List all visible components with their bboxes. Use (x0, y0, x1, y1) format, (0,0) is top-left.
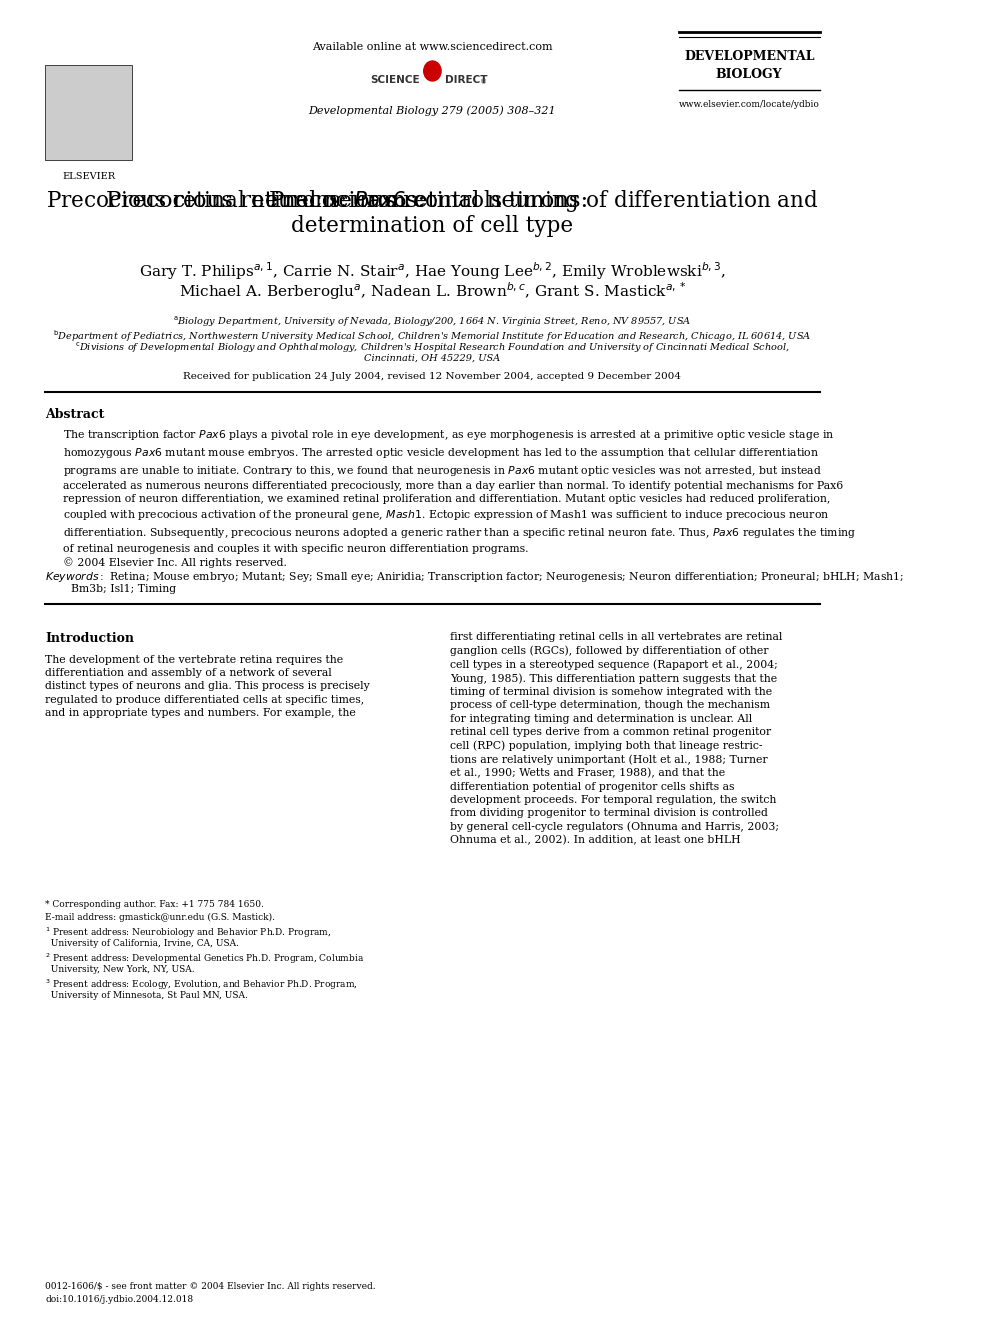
Text: University of California, Irvine, CA, USA.: University of California, Irvine, CA, US… (46, 939, 239, 949)
Text: Precocious retinal neurons: $\it{Pax6}$ controls timing of differentiation and: Precocious retinal neurons: $\it{Pax6}$ … (46, 188, 818, 214)
Text: $^3$ Present address: Ecology, Evolution, and Behavior Ph.D. Program,: $^3$ Present address: Ecology, Evolution… (46, 978, 358, 992)
Text: E-mail address: gmastick@unr.edu (G.S. Mastick).: E-mail address: gmastick@unr.edu (G.S. M… (46, 913, 276, 922)
FancyBboxPatch shape (46, 65, 132, 160)
Text: BIOLOGY: BIOLOGY (716, 67, 783, 81)
Text: Gary T. Philips$^{a,1}$, Carrie N. Stair$^{a}$, Hae Young Lee$^{b,2}$, Emily Wro: Gary T. Philips$^{a,1}$, Carrie N. Stair… (139, 261, 726, 282)
Text: * Corresponding author. Fax: +1 775 784 1650.: * Corresponding author. Fax: +1 775 784 … (46, 900, 264, 909)
Text: $^{\rm c}$Divisions of Developmental Biology and Ophthalmology, Children's Hospi: $^{\rm c}$Divisions of Developmental Bio… (75, 341, 790, 356)
Text: Abstract: Abstract (46, 407, 105, 421)
Text: doi:10.1016/j.ydbio.2004.12.018: doi:10.1016/j.ydbio.2004.12.018 (46, 1295, 193, 1304)
Text: ELSEVIER: ELSEVIER (62, 172, 115, 181)
Text: DIRECT: DIRECT (445, 75, 488, 85)
Text: The development of the vertebrate retina requires the
differentiation and assemb: The development of the vertebrate retina… (46, 655, 370, 718)
Text: determination of cell type: determination of cell type (292, 216, 573, 237)
Text: Precocious retinal neurons:: Precocious retinal neurons: (269, 191, 595, 212)
Text: Precocious retinal neurons:: Precocious retinal neurons: (106, 191, 433, 212)
Text: www.elsevier.com/locate/ydbio: www.elsevier.com/locate/ydbio (679, 101, 819, 108)
Text: University, New York, NY, USA.: University, New York, NY, USA. (46, 964, 195, 974)
Text: ®: ® (480, 79, 487, 85)
Text: $^1$ Present address: Neurobiology and Behavior Ph.D. Program,: $^1$ Present address: Neurobiology and B… (46, 926, 331, 941)
Text: The transcription factor $\it{Pax6}$ plays a pivotal role in eye development, as: The transcription factor $\it{Pax6}$ pla… (62, 429, 856, 568)
Text: first differentiating retinal cells in all vertebrates are retinal
ganglion cell: first differentiating retinal cells in a… (449, 632, 782, 845)
Text: Cincinnati, OH 45229, USA: Cincinnati, OH 45229, USA (364, 355, 501, 363)
Text: $\it{Keywords:}$ Retina; Mouse embryo; Mutant; Sey; Small eye; Aniridia; Transcr: $\it{Keywords:}$ Retina; Mouse embryo; M… (46, 570, 905, 583)
Text: Bm3b; Isl1; Timing: Bm3b; Isl1; Timing (71, 583, 177, 594)
Circle shape (424, 61, 441, 81)
Text: Michael A. Berberoglu$^{a}$, Nadean L. Brown$^{b,c}$, Grant S. Mastick$^{a,*}$: Michael A. Berberoglu$^{a}$, Nadean L. B… (179, 280, 686, 302)
Text: University of Minnesota, St Paul MN, USA.: University of Minnesota, St Paul MN, USA… (46, 991, 248, 1000)
Text: DEVELOPMENTAL: DEVELOPMENTAL (683, 50, 814, 64)
Text: $^{\rm b}$Department of Pediatrics, Northwestern University Medical School, Chil: $^{\rm b}$Department of Pediatrics, Nort… (54, 328, 811, 344)
Text: d: d (429, 66, 436, 77)
Text: Introduction: Introduction (46, 632, 134, 646)
Text: Received for publication 24 July 2004, revised 12 November 2004, accepted 9 Dece: Received for publication 24 July 2004, r… (184, 372, 682, 381)
Text: $^2$ Present address: Developmental Genetics Ph.D. Program, Columbia: $^2$ Present address: Developmental Gene… (46, 953, 364, 966)
Text: Developmental Biology 279 (2005) 308–321: Developmental Biology 279 (2005) 308–321 (309, 105, 557, 115)
Text: 0012-1606/$ - see front matter © 2004 Elsevier Inc. All rights reserved.: 0012-1606/$ - see front matter © 2004 El… (46, 1282, 376, 1291)
Text: SCIENCE: SCIENCE (370, 75, 420, 85)
Text: $^{\rm a}$Biology Department, University of Nevada, Biology/200, 1664 N. Virgini: $^{\rm a}$Biology Department, University… (174, 315, 691, 329)
Text: Available online at www.sciencedirect.com: Available online at www.sciencedirect.co… (312, 42, 553, 52)
